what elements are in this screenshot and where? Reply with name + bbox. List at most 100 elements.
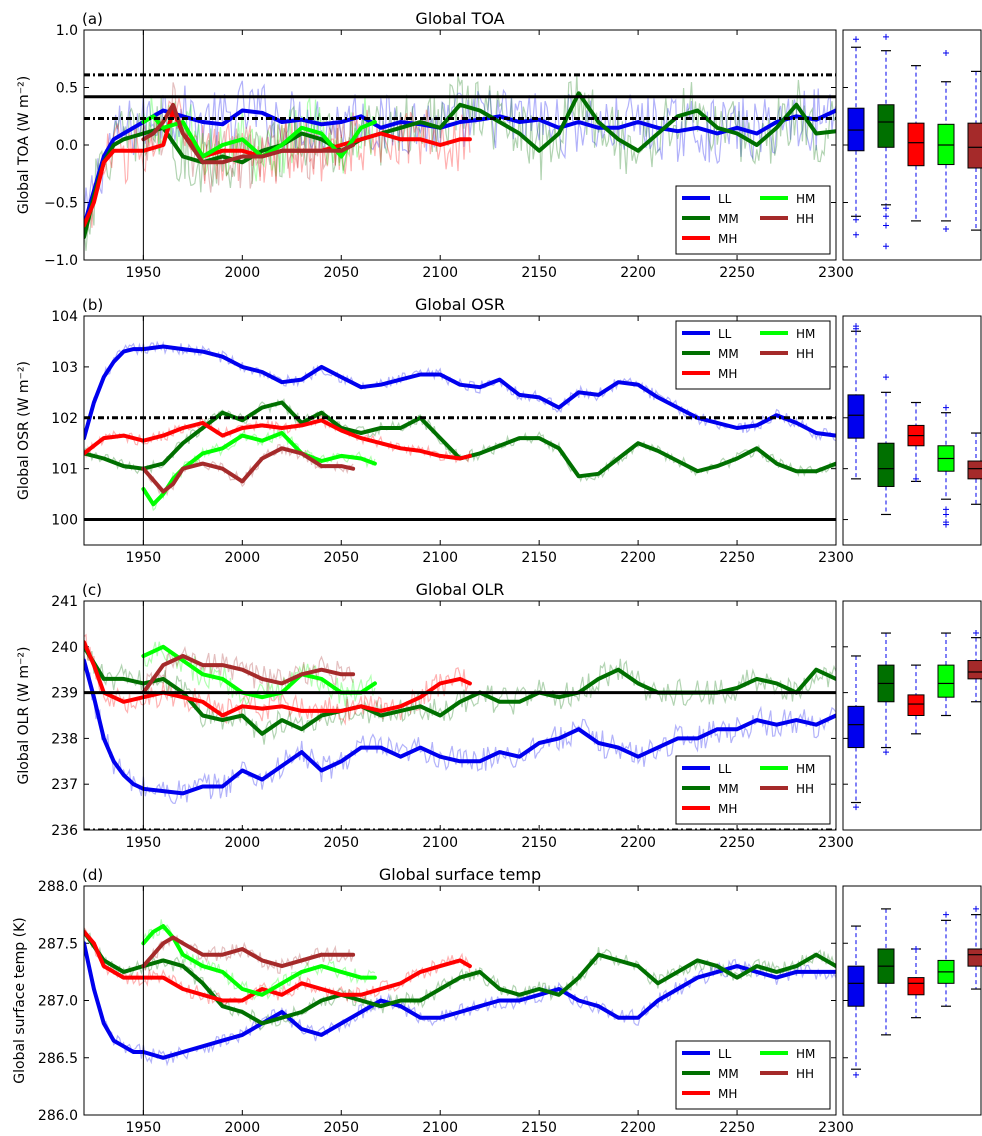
x-tick-label: 1950: [126, 835, 162, 851]
outlier-marker: [943, 225, 949, 232]
x-tick-label: 2000: [224, 835, 260, 851]
box: [877, 442, 895, 487]
legend-label-hm: HM: [796, 192, 815, 206]
outlier-marker: [943, 404, 949, 411]
legend: LL MM MH HM HH: [675, 320, 831, 390]
x-tick-label: 2200: [620, 550, 656, 566]
legend-label-hm: HM: [796, 1047, 815, 1061]
boxplot-ll: [847, 323, 865, 480]
panel-title: Global surface temp: [379, 865, 541, 884]
x-tick-label: 2200: [620, 1120, 656, 1136]
x-tick-label: 2050: [323, 835, 359, 851]
boxplot-hh: [967, 432, 982, 505]
y-tick-label: 236: [51, 823, 78, 839]
outlier-marker: [943, 511, 949, 518]
x-tick-label: 2050: [323, 550, 359, 566]
outlier-marker: [883, 374, 889, 381]
axes-frame: [83, 315, 837, 546]
boxplot-mh: [907, 664, 925, 735]
outlier-marker: [943, 911, 949, 918]
y-axis-label: Global TOA (W m⁻²): [16, 76, 32, 214]
series-line-hh: [141, 446, 356, 494]
legend: LL MM MH HM HH: [675, 185, 831, 255]
box: [847, 965, 865, 1007]
y-tick-label: 286.5: [38, 1051, 78, 1067]
panel-label: (d): [82, 866, 103, 884]
x-tick-label: 2150: [521, 550, 557, 566]
outlier-marker: [883, 213, 889, 220]
panel-title: Global TOA: [415, 9, 504, 28]
series-line-hm: [141, 924, 377, 997]
boxplot-ll: [847, 36, 865, 238]
plot-area: [84, 633, 836, 830]
outlier-marker: [853, 804, 859, 811]
x-tick-label: 2000: [224, 550, 260, 566]
legend-label-hh: HH: [796, 347, 814, 361]
outlier-marker: [973, 630, 979, 637]
box: [907, 122, 925, 167]
x-tick-label: 2250: [719, 550, 755, 566]
panel-1: (b) Global OSR Global OSR (W m⁻²) 100 101 102…: [16, 295, 982, 566]
panel-label: (b): [82, 296, 103, 314]
x-tick-label: 2250: [719, 835, 755, 851]
panel-title: Global OLR: [416, 580, 505, 599]
outlier-marker: [943, 521, 949, 528]
y-tick-label: 238: [51, 731, 78, 747]
boxplot-mm: [877, 632, 895, 756]
outlier-marker: [913, 945, 919, 952]
y-tick-label: 0.0: [56, 138, 78, 154]
series-raw-hm: [142, 95, 376, 182]
y-tick-label: 104: [51, 309, 78, 325]
box: [967, 122, 982, 169]
outlier-marker: [853, 216, 859, 223]
legend-label-mm: MM: [718, 212, 739, 226]
x-tick-label: 1950: [126, 550, 162, 566]
legend-label-hm: HM: [796, 327, 815, 341]
x-tick-label: 1950: [126, 265, 162, 281]
x-tick-label: 2250: [719, 265, 755, 281]
series-line-hh: [141, 935, 356, 969]
x-tick-label: 2150: [521, 835, 557, 851]
boxplot-hm: [937, 50, 955, 232]
y-tick-label: 103: [51, 360, 78, 376]
x-tick-label: 2200: [620, 835, 656, 851]
x-tick-label: 1950: [126, 1120, 162, 1136]
y-axis-label: Global OSR (W m⁻²): [16, 361, 32, 500]
legend-label-mh: MH: [718, 802, 737, 816]
outlier-marker: [883, 749, 889, 756]
boxplot-panel: [842, 315, 982, 546]
y-tick-label: −0.5: [44, 196, 78, 212]
boxplot-mm: [877, 374, 895, 516]
boxplot-mm: [877, 33, 895, 250]
x-tick-label: 2300: [818, 1120, 854, 1136]
y-axis-label: Global surface temp (K): [12, 917, 28, 1083]
outlier-marker: [943, 506, 949, 513]
legend-label-hh: HH: [796, 1067, 814, 1081]
y-tick-label: 287.0: [38, 994, 78, 1010]
legend-label-ll: LL: [718, 762, 732, 776]
boxplot-mh: [907, 945, 925, 1019]
boxplot-mm: [877, 908, 895, 1036]
y-tick-label: 241: [51, 594, 78, 610]
outlier-marker: [883, 205, 889, 212]
boxplot-hm: [937, 632, 955, 717]
legend-label-hh: HH: [796, 212, 814, 226]
boxplot-frame: [842, 600, 982, 831]
outlier-marker: [973, 905, 979, 912]
series-line-mh: [84, 108, 472, 228]
boxplot-mh: [907, 65, 925, 222]
outlier-marker: [943, 50, 949, 56]
y-axis-label: Global OLR (W m⁻²): [16, 647, 32, 785]
box: [967, 948, 982, 967]
outlier-marker: [853, 231, 859, 238]
series-raw-mh: [84, 98, 471, 234]
outlier-marker: [853, 1071, 859, 1078]
series-line-ll: [84, 658, 836, 796]
boxplot-hh: [967, 630, 982, 703]
y-tick-label: 287.5: [38, 936, 78, 952]
series-line-hh: [141, 654, 356, 695]
boxplot-ll: [847, 925, 865, 1078]
series-line-mm: [84, 929, 836, 1026]
outlier-marker: [853, 323, 859, 330]
